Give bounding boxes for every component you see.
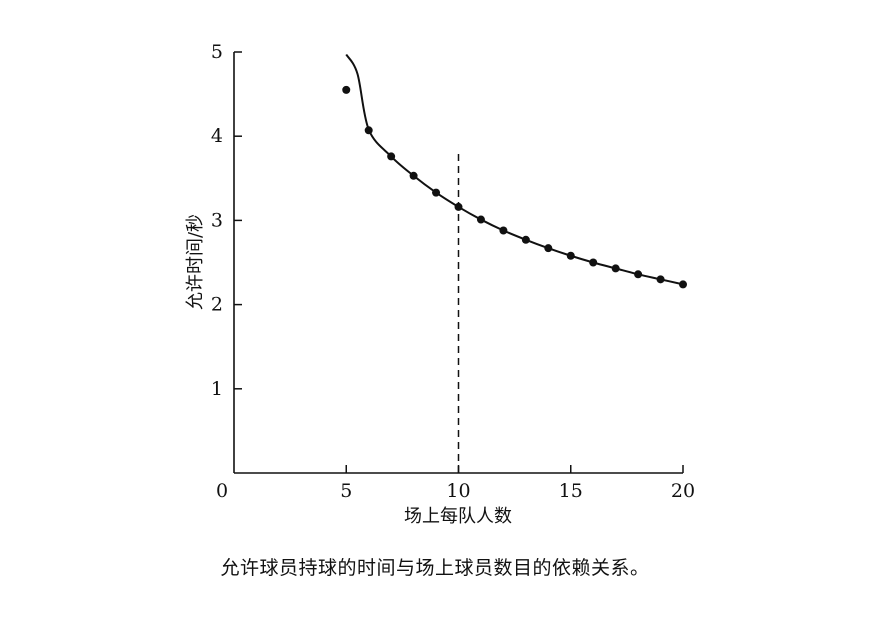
y-tick-label: 5: [211, 41, 223, 63]
data-point: [387, 152, 396, 161]
data-point: [656, 275, 665, 284]
y-tick-label: 2: [211, 294, 223, 316]
y-tick-label: 4: [211, 125, 223, 147]
x-tick-label: 15: [559, 480, 583, 502]
data-point: [566, 251, 575, 260]
y-axis-title: 允许时间/秒: [185, 214, 206, 310]
axis-tick-labels: 0 5 10 15 20 1 2 3 4 5: [211, 41, 695, 502]
x-tick-label: 5: [340, 480, 352, 502]
y-tick-label: 3: [211, 209, 223, 231]
data-point: [589, 258, 598, 267]
data-point: [432, 188, 441, 197]
data-points: [342, 85, 687, 289]
data-point: [476, 215, 485, 224]
x-tick-label: 10: [446, 480, 470, 502]
series-curve: [345, 53, 684, 286]
data-point: [454, 202, 463, 211]
data-point: [409, 171, 418, 180]
figure-caption: 允许球员持球的时间与场上球员数目的依赖关系。: [220, 557, 650, 579]
x-tick-label: 20: [671, 480, 695, 502]
data-point: [544, 244, 553, 253]
data-point: [611, 264, 620, 273]
data-point: [679, 280, 687, 289]
data-point: [521, 235, 530, 244]
y-tick-label: 1: [211, 378, 223, 400]
x-tick-label: 0: [216, 480, 228, 502]
data-point: [499, 226, 508, 235]
data-point: [634, 270, 643, 279]
x-axis-title: 场上每队人数: [404, 506, 512, 527]
data-point: [364, 126, 373, 135]
data-point: [342, 85, 351, 94]
